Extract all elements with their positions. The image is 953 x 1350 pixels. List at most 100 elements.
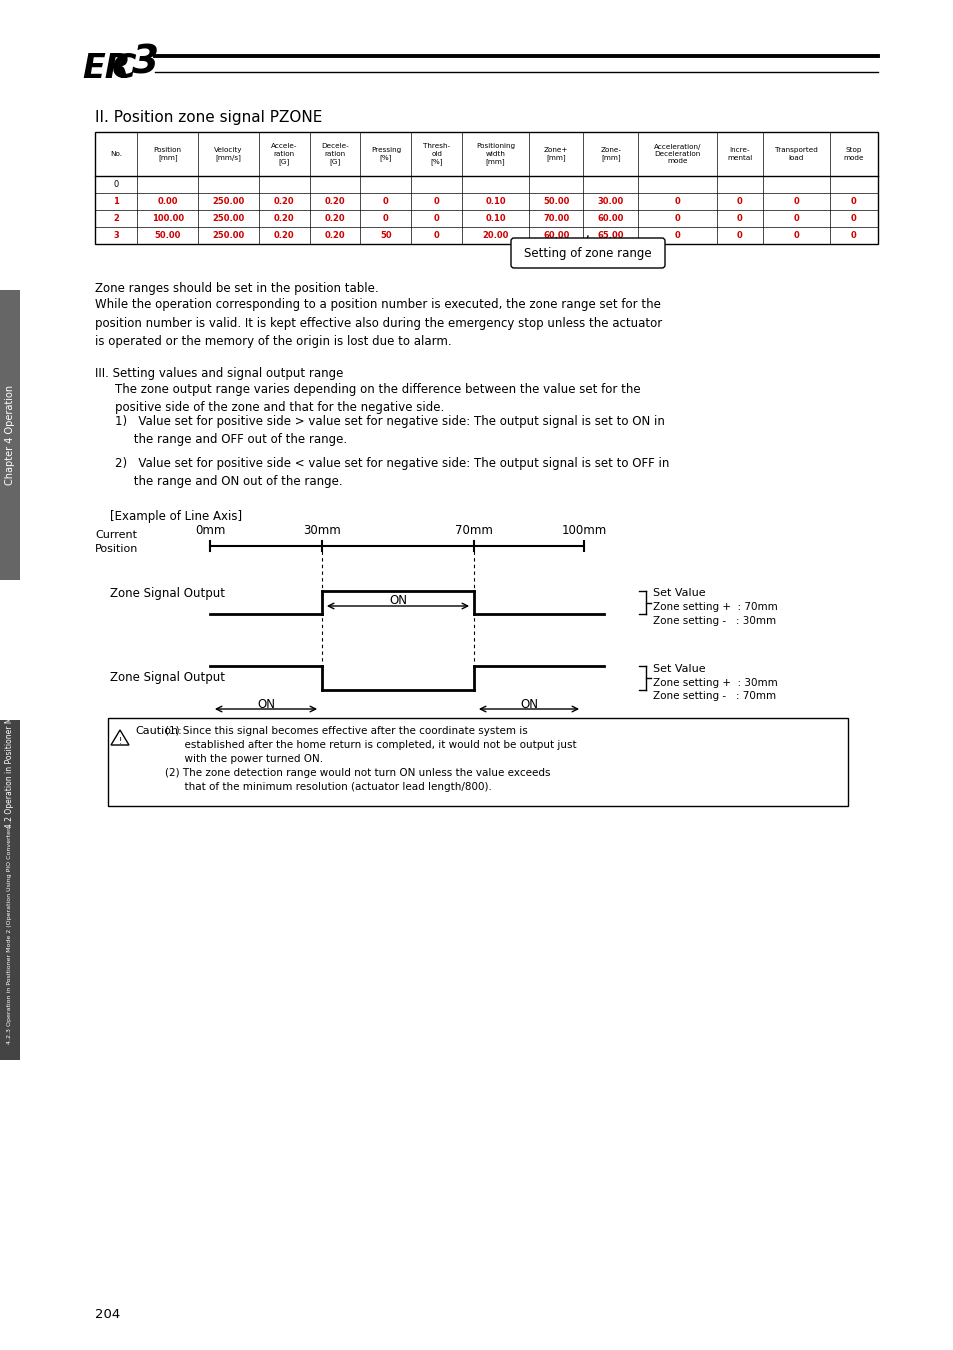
Text: Decele-
ration
[G]: Decele- ration [G]	[321, 143, 349, 165]
Text: 250.00: 250.00	[212, 197, 244, 207]
Text: that of the minimum resolution (actuator lead length/800).: that of the minimum resolution (actuator…	[165, 782, 492, 792]
Text: 0: 0	[674, 197, 679, 207]
Text: Acceleration/
Deceleration
mode: Acceleration/ Deceleration mode	[653, 143, 700, 165]
Text: Zone Signal Output: Zone Signal Output	[110, 587, 225, 601]
Text: 0: 0	[736, 231, 742, 240]
Text: Transported
load: Transported load	[774, 147, 817, 161]
Text: !: !	[118, 737, 121, 745]
Text: Setting of zone range: Setting of zone range	[523, 247, 651, 259]
Text: 0.20: 0.20	[324, 215, 345, 223]
Text: 0.20: 0.20	[324, 197, 345, 207]
Text: Incre-
mental: Incre- mental	[726, 147, 752, 161]
Bar	[0, 290, 20, 580]
Bar	[108, 718, 847, 806]
Text: (1) Since this signal becomes effective after the coordinate system is: (1) Since this signal becomes effective …	[165, 726, 527, 736]
Text: 0: 0	[850, 215, 856, 223]
Text: 204: 204	[95, 1308, 120, 1322]
Text: 3: 3	[132, 43, 159, 81]
Text: 0.20: 0.20	[274, 231, 294, 240]
Text: 250.00: 250.00	[212, 231, 244, 240]
Bar	[0, 720, 20, 1060]
Text: Zone setting +  : 30mm: Zone setting + : 30mm	[652, 678, 777, 688]
Text: C: C	[112, 51, 136, 85]
Text: 1: 1	[113, 197, 119, 207]
Text: The zone output range varies depending on the difference between the value set f: The zone output range varies depending o…	[115, 383, 640, 414]
Text: 70mm: 70mm	[455, 524, 493, 536]
Text: Accele-
ration
[G]: Accele- ration [G]	[271, 143, 297, 165]
Text: 0: 0	[793, 197, 799, 207]
Text: Set Value: Set Value	[652, 589, 705, 598]
Text: 0: 0	[793, 231, 799, 240]
Text: ON: ON	[519, 698, 537, 710]
Text: 0.20: 0.20	[324, 231, 345, 240]
Text: Thresh-
old
[%]: Thresh- old [%]	[423, 143, 450, 165]
Text: 3: 3	[113, 231, 119, 240]
Text: Stop
mode: Stop mode	[842, 147, 863, 161]
Text: 2)   Value set for positive side < value set for negative side: The output signa: 2) Value set for positive side < value s…	[115, 458, 669, 489]
Text: with the power turned ON.: with the power turned ON.	[165, 755, 323, 764]
Text: (2) The zone detection range would not turn ON unless the value exceeds: (2) The zone detection range would not t…	[165, 768, 550, 778]
Text: 250.00: 250.00	[212, 215, 244, 223]
Text: Positioning
width
[mm]: Positioning width [mm]	[476, 143, 515, 165]
Text: No.: No.	[111, 151, 122, 157]
Text: II. Position zone signal PZONE: II. Position zone signal PZONE	[95, 109, 322, 126]
Text: 0: 0	[736, 197, 742, 207]
Text: While the operation corresponding to a position number is executed, the zone ran: While the operation corresponding to a p…	[95, 298, 661, 348]
Text: 65.00: 65.00	[597, 231, 623, 240]
Text: Velocity
[mm/s]: Velocity [mm/s]	[213, 147, 242, 161]
Text: 70.00: 70.00	[542, 215, 569, 223]
Text: 0: 0	[850, 197, 856, 207]
Text: 0: 0	[793, 215, 799, 223]
Text: 0: 0	[434, 197, 439, 207]
Text: established after the home return is completed, it would not be output just: established after the home return is com…	[165, 740, 576, 751]
Bar	[95, 132, 877, 244]
Text: 50.00: 50.00	[154, 231, 181, 240]
FancyBboxPatch shape	[511, 238, 664, 269]
Text: [Example of Line Axis]: [Example of Line Axis]	[110, 510, 242, 522]
Text: 0: 0	[113, 180, 119, 189]
Text: 0: 0	[736, 215, 742, 223]
Text: 0.10: 0.10	[485, 215, 505, 223]
Text: 0: 0	[382, 197, 389, 207]
Text: 4.2.3 Operation in Positioner Mode 2 (Operation Using PIO Converter): 4.2.3 Operation in Positioner Mode 2 (Op…	[8, 825, 12, 1045]
Text: Zone setting -   : 30mm: Zone setting - : 30mm	[652, 616, 776, 625]
Text: 100.00: 100.00	[152, 215, 184, 223]
Text: 30.00: 30.00	[597, 197, 623, 207]
Text: Caution:: Caution:	[135, 726, 182, 736]
Text: 0: 0	[434, 215, 439, 223]
Text: Set Value: Set Value	[652, 664, 705, 674]
Text: 0: 0	[674, 231, 679, 240]
Text: 30mm: 30mm	[303, 524, 340, 536]
Text: 0.20: 0.20	[274, 197, 294, 207]
Text: 0: 0	[382, 215, 389, 223]
Text: Zone-
[mm]: Zone- [mm]	[599, 147, 620, 161]
Text: 0.10: 0.10	[485, 197, 505, 207]
Text: 50: 50	[379, 231, 392, 240]
Text: 0: 0	[850, 231, 856, 240]
Text: ON: ON	[256, 698, 274, 710]
Text: 0: 0	[434, 231, 439, 240]
Text: 2: 2	[113, 215, 119, 223]
Text: 20.00: 20.00	[482, 231, 508, 240]
Text: 60.00: 60.00	[597, 215, 623, 223]
Text: Zone setting +  : 70mm: Zone setting + : 70mm	[652, 602, 777, 613]
Text: Chapter 4 Operation: Chapter 4 Operation	[5, 385, 15, 485]
Text: ER: ER	[82, 51, 131, 85]
Text: III. Setting values and signal output range: III. Setting values and signal output ra…	[95, 367, 343, 379]
Text: ON: ON	[389, 594, 407, 608]
Text: 0mm: 0mm	[194, 524, 225, 536]
Text: 0.20: 0.20	[274, 215, 294, 223]
Text: 4.2 Operation in Positioner Mode: 4.2 Operation in Positioner Mode	[6, 702, 14, 828]
Text: Current
Position: Current Position	[95, 531, 138, 554]
Text: 0.00: 0.00	[157, 197, 178, 207]
Text: 0: 0	[674, 215, 679, 223]
Text: Zone ranges should be set in the position table.: Zone ranges should be set in the positio…	[95, 282, 378, 296]
Text: 60.00: 60.00	[542, 231, 569, 240]
Text: Position
[mm]: Position [mm]	[153, 147, 181, 161]
Text: Zone setting -   : 70mm: Zone setting - : 70mm	[652, 691, 776, 701]
Text: Zone+
[mm]: Zone+ [mm]	[543, 147, 568, 161]
Text: Zone Signal Output: Zone Signal Output	[110, 671, 225, 684]
Text: Pressing
[%]: Pressing [%]	[371, 147, 400, 161]
Text: 1)   Value set for positive side > value set for negative side: The output signa: 1) Value set for positive side > value s…	[115, 414, 664, 447]
Text: 100mm: 100mm	[560, 524, 606, 536]
